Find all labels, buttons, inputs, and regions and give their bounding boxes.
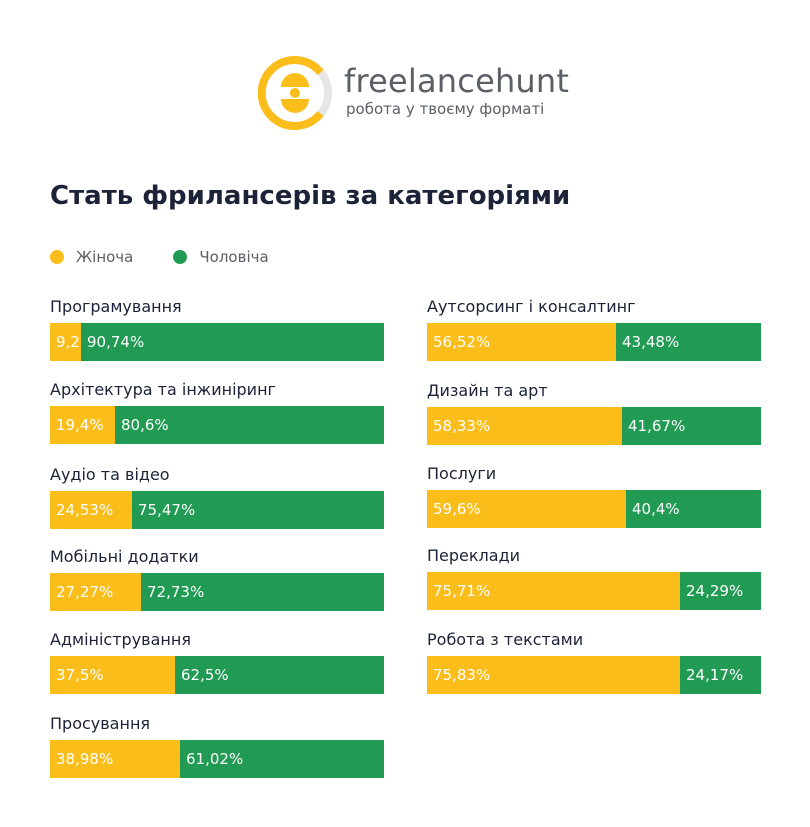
data-label-male: 41,67%: [628, 417, 686, 435]
bar-segment-female: 38,98%: [50, 740, 180, 778]
brand-tagline: робота у твоєму форматі: [346, 100, 545, 118]
category-label: Дизайн та арт: [427, 381, 548, 400]
data-label-female: 24,53%: [56, 501, 114, 519]
bar-track: 24,53% 75,47%: [50, 491, 384, 529]
data-label-female: 75,83%: [433, 666, 491, 684]
data-label-male: 40,4%: [632, 500, 680, 518]
data-label-female: 38,98%: [56, 750, 114, 768]
brand-name: freelancehunt: [344, 62, 570, 100]
bar-row: Аудіо та відео 24,53% 75,47%: [50, 464, 384, 529]
data-label-female: 56,52%: [433, 333, 491, 351]
category-label: Аудіо та відео: [50, 465, 170, 484]
bar-segment-male: 40,4%: [626, 490, 761, 528]
data-label-male: 43,48%: [622, 333, 680, 351]
bar-track: 59,6% 40,4%: [427, 490, 761, 528]
data-label-male: 75,47%: [138, 501, 196, 519]
bar-row: Архітектура та інжиніринг 19,4% 80,6%: [50, 379, 384, 444]
bar-row: Мобільні додатки 27,27% 72,73%: [50, 546, 384, 611]
legend-swatch-male: [173, 250, 188, 264]
data-label-male: 24,17%: [686, 666, 744, 684]
legend-label-female: Жіноча: [76, 248, 134, 266]
bar-segment-female: 75,83%: [427, 656, 680, 694]
bar-segment-female: 9,26%: [50, 323, 104, 361]
data-label-female: 75,71%: [433, 582, 491, 600]
bar-segment-female: 24,53%: [50, 491, 132, 529]
bar-segment-female: 59,6%: [427, 490, 626, 528]
legend-swatch-female: [50, 250, 64, 264]
bar-row: Послуги 59,6% 40,4%: [427, 463, 761, 528]
data-label-male: 72,73%: [147, 583, 205, 601]
bar-segment-male: 43,48%: [616, 323, 761, 361]
bar-segment-male: 80,6%: [115, 406, 384, 444]
bar-track: 27,27% 72,73%: [50, 573, 384, 611]
bar-track: 38,98% 61,02%: [50, 740, 384, 778]
category-label: Програмування: [50, 297, 182, 316]
legend-label-male: Чоловіча: [199, 248, 269, 266]
bar-track: 19,4% 80,6%: [50, 406, 384, 444]
freelancehunt-logo-icon: [258, 56, 332, 130]
bar-segment-female: 75,71%: [427, 572, 680, 610]
category-label: Мобільні додатки: [50, 547, 199, 566]
bar-row: Дизайн та арт 58,33% 41,67%: [427, 380, 761, 445]
category-label: Аутсорсинг і консалтинг: [427, 297, 636, 316]
bar-track: 58,33% 41,67%: [427, 407, 761, 445]
chart-legend: Жіноча Чоловіча: [50, 246, 309, 268]
bar-segment-male: 75,47%: [132, 491, 384, 529]
bar-row: Аутсорсинг і консалтинг 56,52% 43,48%: [427, 296, 761, 361]
bar-track: 9,26% 90,74%: [50, 323, 384, 361]
data-label-male: 80,6%: [121, 416, 169, 434]
legend-item-male: Чоловіча: [173, 248, 269, 266]
bar-segment-male: 90,74%: [81, 323, 384, 361]
category-label: Робота з текстами: [427, 630, 584, 649]
category-label: Адміністрування: [50, 630, 191, 649]
chart-title: Стать фрилансерів за категоріями: [50, 181, 571, 211]
category-label: Послуги: [427, 464, 497, 483]
data-label-male: 62,5%: [181, 666, 229, 684]
bar-track: 75,71% 24,29%: [427, 572, 761, 610]
data-label-female: 58,33%: [433, 417, 491, 435]
bar-row: Адміністрування 37,5% 62,5%: [50, 629, 384, 694]
bar-segment-male: 24,29%: [680, 572, 761, 610]
bar-segment-female: 19,4%: [50, 406, 115, 444]
bar-segment-male: 61,02%: [180, 740, 384, 778]
bar-row: Переклади 75,71% 24,29%: [427, 545, 761, 610]
data-label-male: 61,02%: [186, 750, 244, 768]
bar-track: 37,5% 62,5%: [50, 656, 384, 694]
bar-track: 56,52% 43,48%: [427, 323, 761, 361]
bar-row: Робота з текстами 75,83% 24,17%: [427, 629, 761, 694]
category-label: Просування: [50, 714, 151, 733]
data-label-female: 27,27%: [56, 583, 114, 601]
bar-segment-male: 62,5%: [175, 656, 384, 694]
category-label: Переклади: [427, 546, 521, 565]
data-label-male: 90,74%: [87, 333, 145, 351]
data-label-female: 59,6%: [433, 500, 481, 518]
bar-segment-male: 24,17%: [680, 656, 761, 694]
bar-segment-female: 58,33%: [427, 407, 622, 445]
bar-track: 75,83% 24,17%: [427, 656, 761, 694]
bar-segment-male: 41,67%: [622, 407, 761, 445]
bar-row: Програмування 9,26% 90,74%: [50, 296, 384, 361]
data-label-male: 24,29%: [686, 582, 744, 600]
bar-row: Просування 38,98% 61,02%: [50, 713, 384, 778]
data-label-female: 19,4%: [56, 416, 104, 434]
legend-item-female: Жіноча: [50, 248, 133, 266]
bar-segment-female: 37,5%: [50, 656, 175, 694]
bar-segment-female: 27,27%: [50, 573, 141, 611]
category-label: Архітектура та інжиніринг: [50, 380, 276, 399]
bar-segment-female: 56,52%: [427, 323, 616, 361]
brand-logo: freelancehunt робота у твоєму форматі: [258, 56, 569, 132]
data-label-female: 37,5%: [56, 666, 104, 684]
bar-segment-male: 72,73%: [141, 573, 384, 611]
